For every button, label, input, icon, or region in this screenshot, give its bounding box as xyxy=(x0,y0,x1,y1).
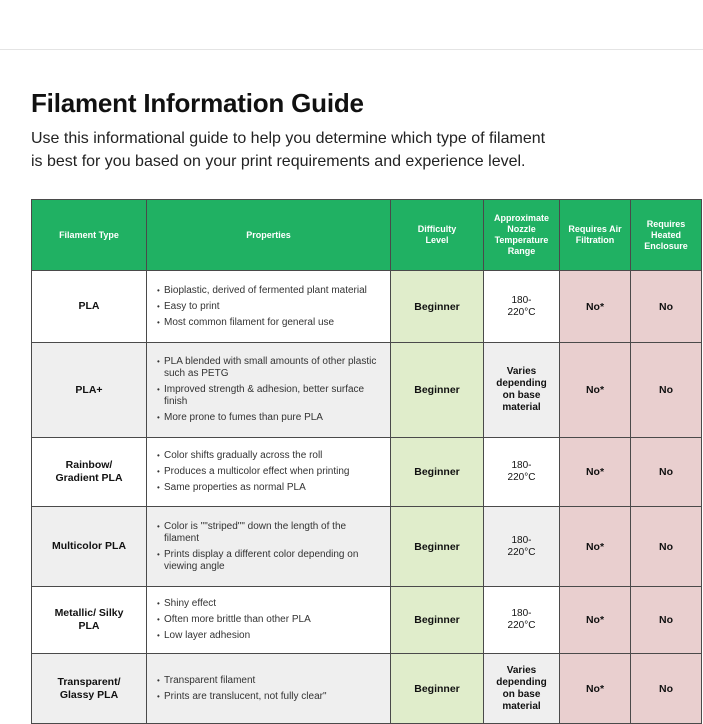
table-row: PLA+ PLA blended with small amounts of o… xyxy=(31,342,702,438)
heated-enclosure-cell: No xyxy=(630,653,702,724)
filament-type: Rainbow/ Gradient PLA xyxy=(31,437,147,507)
property-item: Bioplastic, derived of fermented plant m… xyxy=(157,285,379,297)
property-item: More prone to fumes than pure PLA xyxy=(157,412,379,424)
air-filtration-cell: No* xyxy=(559,342,631,438)
properties-cell: Color shifts gradually across the roll Pr… xyxy=(146,437,391,507)
property-item: Produces a multicolor effect when printi… xyxy=(157,466,379,478)
heated-enclosure-cell: No xyxy=(630,270,702,343)
property-item: Low layer adhesion xyxy=(157,630,379,642)
heated-enclosure-cell: No xyxy=(630,506,702,587)
difficulty-cell: Beginner xyxy=(390,437,484,507)
air-filtration-cell: No* xyxy=(559,437,631,507)
heated-enclosure-cell: No xyxy=(630,586,702,654)
filament-type: Metallic/ Silky PLA xyxy=(31,586,147,654)
temperature-cell: Varies depending on base material xyxy=(483,342,560,438)
filament-type: PLA+ xyxy=(31,342,147,438)
properties-cell: Shiny effect Often more brittle than othe… xyxy=(146,586,391,654)
difficulty-cell: Beginner xyxy=(390,342,484,438)
property-item: Color shifts gradually across the roll xyxy=(157,450,379,462)
temperature-cell: 180-220°C xyxy=(483,586,560,654)
header-difficulty: Difficulty Level xyxy=(390,199,484,271)
air-filtration-cell: No* xyxy=(559,586,631,654)
temperature-cell: 180-220°C xyxy=(483,270,560,343)
page-title: Filament Information Guide xyxy=(31,88,364,118)
property-item: Prints display a different color dependi… xyxy=(157,549,379,573)
top-bar xyxy=(0,0,703,50)
property-item: Same properties as normal PLA xyxy=(157,482,379,494)
filament-type-label: Metallic/ Silky PLA xyxy=(54,607,124,632)
filament-type: Multicolor PLA xyxy=(31,506,147,587)
filament-type: Transparent/ Glassy PLA xyxy=(31,653,147,724)
properties-cell: Color is ""striped"" down the length of … xyxy=(146,506,391,587)
air-filtration-cell: No* xyxy=(559,506,631,587)
temperature-cell: 180-220°C xyxy=(483,506,560,587)
temperature-value: 180-220°C xyxy=(507,294,536,318)
header-properties: Properties xyxy=(146,199,391,271)
temperature-cell: Varies depending on base material xyxy=(483,653,560,724)
property-item: Shiny effect xyxy=(157,598,379,610)
temperature-value: 180-220°C xyxy=(507,460,536,483)
air-filtration-cell: No* xyxy=(559,653,631,724)
filament-type-label: Multicolor PLA xyxy=(51,540,127,552)
property-item: Easy to print xyxy=(157,301,379,313)
heated-enclosure-cell: No xyxy=(630,437,702,507)
table-row: PLA Bioplastic, derived of fermented pla… xyxy=(31,270,702,343)
header-air-filtration: Requires Air Filtration xyxy=(559,199,631,271)
intro-text: Use this informational guide to help you… xyxy=(31,130,546,170)
property-item: Improved strength & adhesion, better sur… xyxy=(157,384,379,408)
table-row: Metallic/ Silky PLA Shiny effect Often mo… xyxy=(31,586,702,654)
property-item: Most common filament for general use xyxy=(157,317,379,329)
heated-enclosure-cell: No xyxy=(630,342,702,438)
filament-type: PLA xyxy=(31,270,147,343)
filament-type-label: PLA+ xyxy=(75,383,103,396)
temperature-value: 180-220°C xyxy=(507,608,536,631)
property-item: Transparent filament xyxy=(157,675,379,687)
filament-type-label: Rainbow/ Gradient PLA xyxy=(55,459,123,484)
header-heated-enclosure: Requires Heated Enclosure xyxy=(630,199,702,271)
temperature-value: 180-220°C xyxy=(507,534,536,558)
properties-cell: PLA blended with small amounts of other … xyxy=(146,342,391,438)
property-item: Prints are translucent, not fully clear" xyxy=(157,691,379,703)
difficulty-cell: Beginner xyxy=(390,270,484,343)
temperature-value: Varies depending on base material xyxy=(496,664,547,712)
property-item: Color is ""striped"" down the length of … xyxy=(157,521,379,545)
air-filtration-cell: No* xyxy=(559,270,631,343)
difficulty-cell: Beginner xyxy=(390,586,484,654)
filament-table: Filament Type Properties Difficulty Leve… xyxy=(31,199,702,724)
properties-cell: Transparent filament Prints are transluce… xyxy=(146,653,391,724)
header-filament-type: Filament Type xyxy=(31,199,147,271)
difficulty-cell: Beginner xyxy=(390,506,484,587)
property-item: PLA blended with small amounts of other … xyxy=(157,356,379,380)
filament-type-label: PLA xyxy=(78,300,100,312)
difficulty-cell: Beginner xyxy=(390,653,484,724)
temperature-value: Varies depending on base material xyxy=(496,366,547,413)
table-row: Rainbow/ Gradient PLA Color shifts gradu… xyxy=(31,437,702,507)
property-item: Often more brittle than other PLA xyxy=(157,614,379,626)
properties-cell: Bioplastic, derived of fermented plant m… xyxy=(146,270,391,343)
temperature-cell: 180-220°C xyxy=(483,437,560,507)
filament-type-label: Transparent/ Glassy PLA xyxy=(57,675,121,701)
table-row: Transparent/ Glassy PLA Transparent fila… xyxy=(31,653,702,724)
table-row: Multicolor PLA Color is ""striped"" down… xyxy=(31,506,702,587)
table-header-row: Filament Type Properties Difficulty Leve… xyxy=(31,199,702,271)
header-temperature: Approximate Nozzle Temperature Range xyxy=(483,199,560,271)
